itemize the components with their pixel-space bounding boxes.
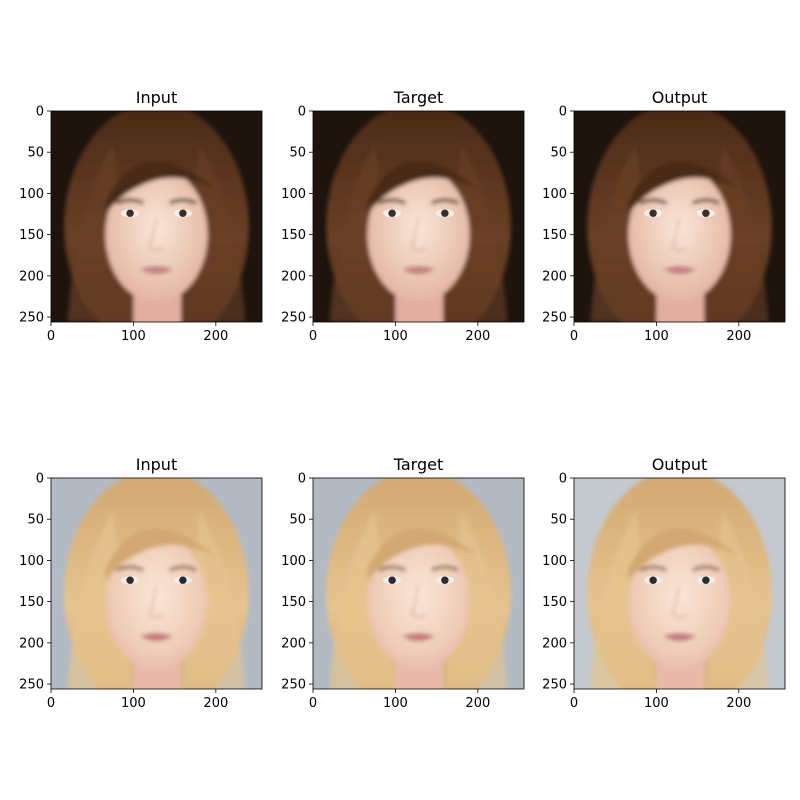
y-tick-label: 100 [281, 187, 306, 202]
axes-frame [312, 110, 525, 323]
y-tick-label: 150 [19, 595, 44, 610]
y-tick-label: 0 [559, 105, 567, 120]
y-tick-label: 0 [36, 105, 44, 120]
y-tick-label: 0 [559, 472, 567, 487]
y-tick-label: 100 [542, 554, 567, 569]
x-tick-label: 100 [121, 329, 146, 344]
y-tick-label: 0 [36, 472, 44, 487]
y-tick-label: 250 [542, 678, 567, 693]
y-tick-label: 250 [19, 678, 44, 693]
y-tick-label: 0 [298, 105, 306, 120]
face-artwork [313, 478, 524, 689]
panel-title: Target [393, 455, 444, 474]
panel-2-1: Input 0 100 200 0 50 100 150 200 250 [19, 455, 263, 711]
axes-frame [573, 477, 786, 690]
panel-2-3: Output 0 100 200 0 50 100 150 200 250 [542, 455, 786, 711]
face-artwork [51, 111, 262, 322]
y-tick-label: 200 [542, 636, 567, 651]
x-tick-label: 100 [644, 696, 669, 711]
panel-title: Output [652, 88, 708, 107]
face-artwork [574, 478, 785, 689]
x-tick-label: 100 [121, 696, 146, 711]
y-tick-label: 150 [19, 228, 44, 243]
panel-title: Target [393, 88, 444, 107]
panel-title: Output [652, 455, 708, 474]
y-tick-label: 100 [542, 187, 567, 202]
y-tick-label: 50 [27, 146, 44, 161]
y-tick-label: 100 [281, 554, 306, 569]
x-tick-label: 200 [465, 696, 490, 711]
y-tick-label: 50 [550, 146, 567, 161]
face-artwork [574, 111, 785, 322]
y-tick-label: 0 [298, 472, 306, 487]
y-tick-label: 150 [542, 595, 567, 610]
x-tick-label: 0 [47, 696, 55, 711]
y-tick-label: 150 [542, 228, 567, 243]
x-tick-label: 200 [203, 696, 228, 711]
y-tick-label: 250 [281, 311, 306, 326]
x-tick-label: 0 [570, 696, 578, 711]
x-tick-label: 200 [726, 329, 751, 344]
panel-1-3: Output 0 100 200 0 50 100 150 200 250 [542, 88, 786, 344]
y-tick-label: 50 [550, 513, 567, 528]
y-tick-label: 50 [289, 146, 306, 161]
y-tick-label: 200 [542, 269, 567, 284]
x-tick-label: 0 [309, 329, 317, 344]
y-tick-label: 250 [281, 678, 306, 693]
y-tick-label: 50 [27, 513, 44, 528]
x-tick-label: 200 [465, 329, 490, 344]
x-tick-label: 100 [383, 329, 408, 344]
y-tick-label: 250 [19, 311, 44, 326]
y-tick-label: 50 [289, 513, 306, 528]
axes-frame [573, 110, 786, 323]
x-tick-label: 0 [47, 329, 55, 344]
axes-frame [50, 477, 263, 690]
y-tick-label: 200 [19, 269, 44, 284]
axes-frame [50, 110, 263, 323]
y-tick-label: 150 [281, 595, 306, 610]
x-tick-label: 0 [309, 696, 317, 711]
y-tick-label: 150 [281, 228, 306, 243]
y-tick-label: 200 [281, 269, 306, 284]
x-tick-label: 0 [570, 329, 578, 344]
y-tick-label: 100 [19, 554, 44, 569]
y-tick-label: 100 [19, 187, 44, 202]
x-tick-label: 100 [383, 696, 408, 711]
axes-frame [312, 477, 525, 690]
x-tick-label: 200 [726, 696, 751, 711]
panel-2-2: Target 0 100 200 0 50 100 150 200 250 [281, 455, 525, 711]
face-artwork [51, 478, 262, 689]
panel-1-2: Target 0 100 200 0 50 100 150 200 250 [281, 88, 525, 344]
panel-title: Input [136, 455, 177, 474]
x-tick-label: 100 [644, 329, 669, 344]
y-tick-label: 200 [19, 636, 44, 651]
x-tick-label: 200 [203, 329, 228, 344]
panel-title: Input [136, 88, 177, 107]
face-artwork [313, 111, 524, 322]
y-tick-label: 200 [281, 636, 306, 651]
y-tick-label: 250 [542, 311, 567, 326]
panel-1-1: Input 0 100 200 0 50 100 150 200 250 [19, 88, 263, 344]
